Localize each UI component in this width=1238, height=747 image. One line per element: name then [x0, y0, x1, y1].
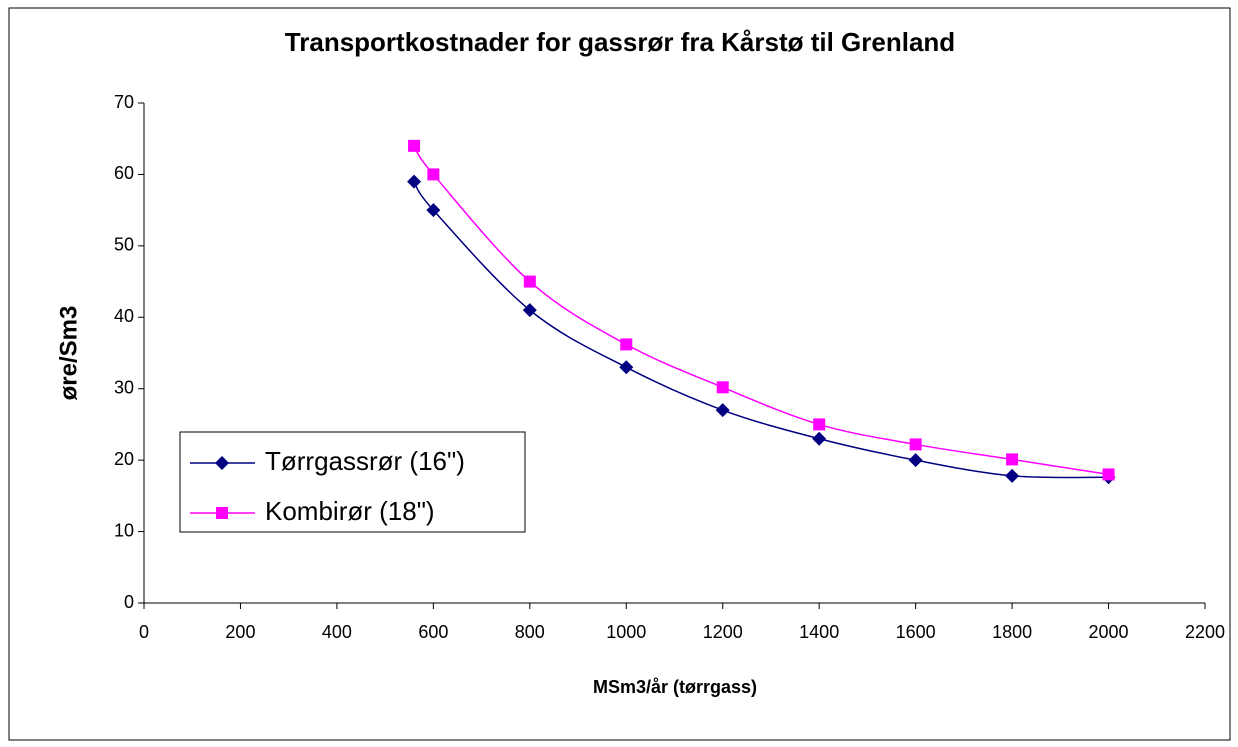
- legend-label: Tørrgassrør (16"): [265, 446, 465, 476]
- y-tick-label: 10: [114, 520, 134, 540]
- marker: [813, 418, 826, 431]
- y-tick-label: 70: [114, 92, 134, 112]
- marker: [523, 275, 536, 288]
- marker: [909, 438, 922, 451]
- x-tick-label: 2000: [1089, 622, 1129, 642]
- x-tick-label: 0: [139, 622, 149, 642]
- x-tick-label: 1400: [799, 622, 839, 642]
- marker: [1102, 468, 1115, 481]
- x-tick-label: 600: [418, 622, 448, 642]
- marker: [215, 456, 229, 470]
- y-axis-title: øre/Sm3: [55, 306, 82, 401]
- marker: [908, 453, 923, 468]
- y-tick-label: 30: [114, 377, 134, 397]
- marker: [1006, 453, 1019, 466]
- x-tick-label: 400: [322, 622, 352, 642]
- y-tick-label: 0: [124, 592, 134, 612]
- x-tick-label: 200: [225, 622, 255, 642]
- y-tick-label: 50: [114, 235, 134, 255]
- chart-frame: [8, 7, 1231, 741]
- marker: [407, 174, 422, 189]
- x-tick-label: 1000: [606, 622, 646, 642]
- marker: [426, 203, 441, 218]
- marker: [522, 303, 537, 318]
- x-tick-label: 2200: [1185, 622, 1225, 642]
- y-tick-label: 60: [114, 163, 134, 183]
- x-tick-label: 800: [515, 622, 545, 642]
- x-axis-title: MSm3/år (tørrgass): [593, 677, 757, 697]
- chart-title: Transportkostnader for gassrør fra Kårst…: [285, 27, 955, 57]
- y-tick-label: 40: [114, 306, 134, 326]
- x-tick-label: 1200: [703, 622, 743, 642]
- marker: [408, 139, 421, 152]
- marker: [716, 381, 729, 394]
- x-tick-label: 1600: [896, 622, 936, 642]
- marker: [812, 431, 827, 446]
- marker: [715, 403, 730, 418]
- x-tick-label: 1800: [992, 622, 1032, 642]
- legend-label: Kombirør (18"): [265, 496, 435, 526]
- marker: [216, 507, 228, 519]
- marker: [1005, 468, 1020, 483]
- y-tick-label: 20: [114, 449, 134, 469]
- marker: [427, 168, 440, 181]
- marker: [620, 338, 633, 351]
- marker: [619, 360, 634, 375]
- legend-box: [179, 431, 526, 533]
